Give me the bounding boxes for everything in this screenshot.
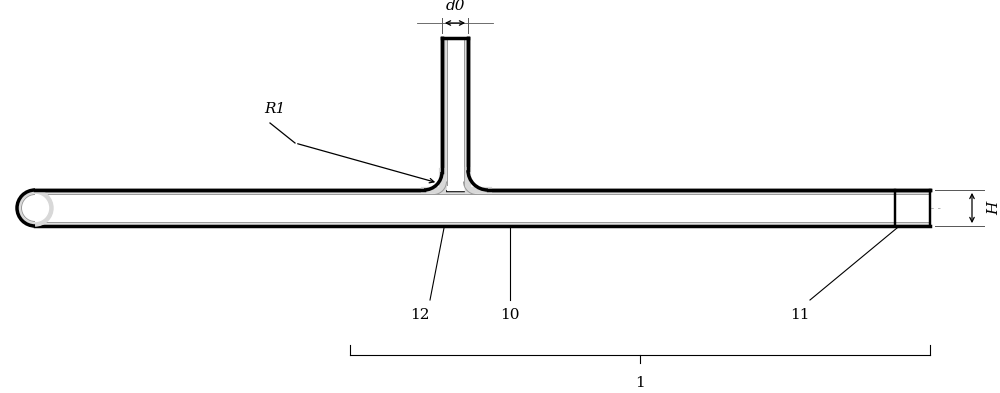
Text: H: H [987,201,1000,215]
Text: 10: 10 [500,308,520,322]
Polygon shape [442,38,468,190]
Text: 11: 11 [790,308,810,322]
Text: d0: d0 [445,0,465,13]
Circle shape [22,195,48,222]
Polygon shape [35,190,930,226]
Text: 1: 1 [635,376,645,390]
Circle shape [17,190,53,226]
Text: R1: R1 [264,102,286,116]
Text: 12: 12 [410,308,430,322]
